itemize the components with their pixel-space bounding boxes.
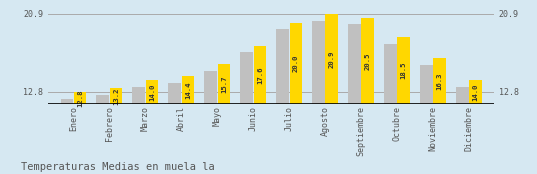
- Bar: [384, 44, 397, 174]
- Bar: [289, 23, 302, 174]
- Bar: [182, 77, 194, 174]
- Bar: [456, 87, 468, 174]
- Text: 17.6: 17.6: [257, 66, 263, 84]
- Bar: [217, 64, 230, 174]
- Text: 14.4: 14.4: [185, 82, 191, 99]
- Bar: [253, 46, 266, 174]
- Text: 16.3: 16.3: [437, 73, 442, 90]
- Text: 15.7: 15.7: [221, 75, 227, 93]
- Text: 20.5: 20.5: [365, 52, 371, 70]
- Bar: [240, 52, 253, 174]
- Text: 12.8: 12.8: [77, 89, 83, 107]
- Bar: [420, 65, 433, 174]
- Text: 20.9: 20.9: [329, 50, 335, 68]
- Bar: [110, 88, 122, 174]
- Bar: [97, 95, 109, 174]
- Bar: [169, 83, 181, 174]
- Bar: [61, 99, 73, 174]
- Text: 18.5: 18.5: [401, 62, 407, 80]
- Bar: [361, 18, 374, 174]
- Bar: [433, 58, 446, 174]
- Bar: [469, 80, 482, 174]
- Bar: [312, 21, 325, 174]
- Bar: [74, 92, 86, 174]
- Bar: [397, 37, 410, 174]
- Text: 14.0: 14.0: [473, 84, 478, 101]
- Text: 20.0: 20.0: [293, 55, 299, 72]
- Text: Temperaturas Medias en muela la: Temperaturas Medias en muela la: [21, 162, 215, 172]
- Bar: [146, 80, 158, 174]
- Bar: [205, 71, 217, 174]
- Bar: [276, 29, 289, 174]
- Bar: [348, 25, 361, 174]
- Text: 13.2: 13.2: [113, 88, 119, 105]
- Bar: [133, 87, 145, 174]
- Text: 14.0: 14.0: [149, 84, 155, 101]
- Bar: [325, 14, 338, 174]
